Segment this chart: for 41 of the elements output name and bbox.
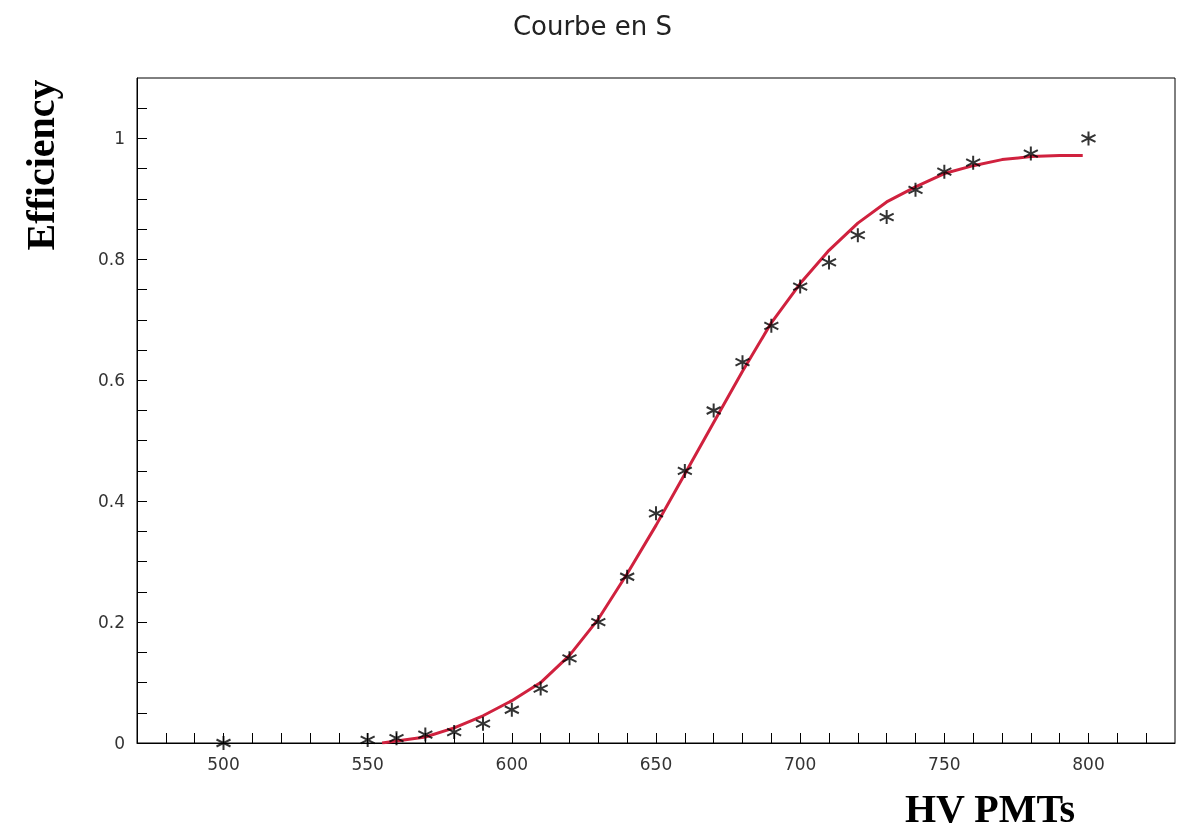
point: [417, 726, 434, 743]
x-tick-label: 750: [928, 753, 961, 774]
point: [907, 181, 924, 198]
point: [619, 568, 636, 585]
y-tick-label: 0.8: [97, 249, 125, 270]
point: [936, 163, 953, 180]
point: [446, 724, 463, 741]
point: [359, 731, 376, 748]
x-tick-label: 500: [207, 753, 240, 774]
point: [965, 154, 982, 171]
point: [561, 650, 578, 667]
y-axis-title: Efficiency: [17, 79, 63, 251]
x-tick-label: 550: [351, 753, 384, 774]
point: [1080, 130, 1097, 147]
y-tick-label: 0.2: [97, 612, 125, 633]
chart-title: Courbe en S: [512, 11, 673, 41]
point: [532, 680, 549, 697]
y-tick-label: 0: [114, 733, 125, 753]
y-tick-label: 1: [114, 128, 125, 149]
point: [705, 402, 722, 419]
point: [503, 701, 520, 718]
point: [676, 462, 693, 479]
y-tick-label: 0.6: [97, 370, 125, 391]
point: [388, 730, 405, 747]
x-tick-label: 800: [1072, 753, 1105, 774]
point: [792, 278, 809, 295]
y-tick-label: 0.4: [97, 491, 125, 512]
point: [878, 209, 895, 226]
x-axis-title: HV PMTs: [904, 785, 1075, 829]
point: [734, 354, 751, 371]
point: [763, 317, 780, 334]
point: [475, 715, 491, 732]
point: [849, 227, 866, 244]
point: [590, 614, 607, 631]
x-tick-label: 650: [639, 753, 673, 774]
point: [821, 254, 837, 271]
point: [1022, 145, 1039, 162]
point: [648, 505, 664, 522]
point: [215, 735, 232, 751]
x-tick-label: 600: [495, 753, 529, 774]
x-tick-label: 700: [783, 753, 817, 774]
